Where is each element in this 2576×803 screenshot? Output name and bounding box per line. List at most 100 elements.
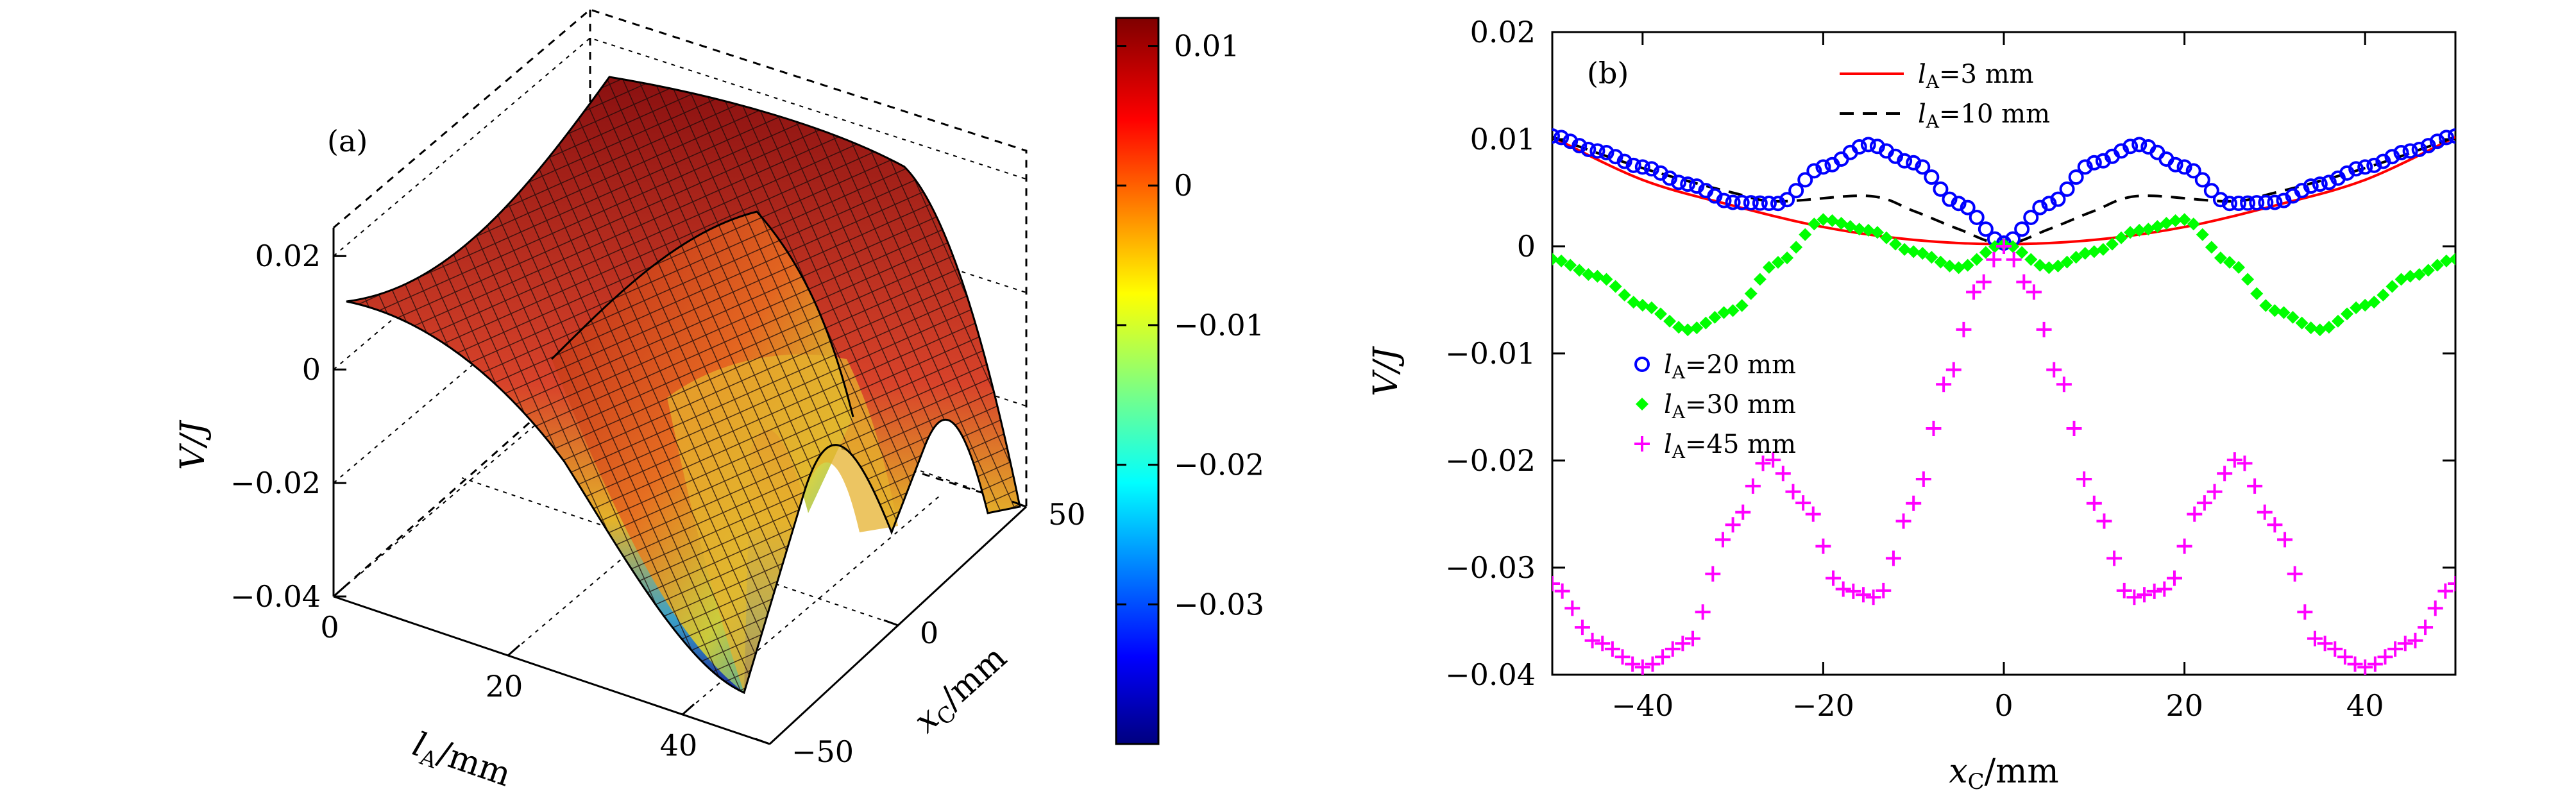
data-point — [2185, 163, 2201, 179]
x-tick-label: −40 — [1611, 688, 1674, 723]
x-tick-label: 0 — [1994, 688, 2013, 723]
data-point — [2321, 174, 2337, 190]
data-point — [2366, 157, 2382, 173]
data-point — [1755, 455, 1771, 471]
data-point — [1762, 260, 1775, 274]
data-point — [2042, 261, 2056, 275]
data-point — [2267, 517, 2283, 533]
legend-label: lA=45 mm — [1664, 430, 1796, 462]
data-point — [2313, 323, 2326, 337]
data-point — [1861, 223, 1875, 237]
legend-markers: lA=20 mm lA=30 mm lA=45 mm — [1634, 350, 1796, 462]
data-point — [1765, 452, 1781, 468]
data-point — [1554, 583, 1570, 599]
data-point — [1926, 420, 1942, 436]
data-point — [2377, 288, 2390, 301]
data-point — [2397, 636, 2413, 652]
legend-marker — [1634, 357, 1650, 372]
data-point — [1572, 138, 1588, 154]
legend-label: lA=20 mm — [1664, 350, 1796, 383]
data-point — [1636, 298, 1649, 312]
data-point — [1665, 641, 1681, 657]
panel-a-xlabel: lA/mm — [407, 725, 516, 799]
data-point — [1966, 284, 1982, 300]
data-point — [2006, 240, 2020, 253]
data-point — [2096, 513, 2112, 529]
data-point — [1690, 321, 1704, 335]
data-point — [1808, 217, 1821, 231]
data-point — [2357, 659, 2373, 675]
data-point — [2429, 133, 2445, 149]
data-point — [2341, 307, 2354, 321]
data-point — [2066, 420, 2082, 436]
data-point — [1634, 159, 1650, 175]
data-point — [2331, 314, 2344, 328]
data-point — [1788, 183, 1804, 199]
panel-b-y-tick-labels: 0.02 0.01 0 −0.01 −0.02 −0.03 −0.04 — [1445, 15, 1536, 692]
data-point — [2026, 284, 2042, 300]
data-point — [2259, 299, 2273, 312]
data-point — [1625, 656, 1641, 672]
x-tick-label: 40 — [2346, 688, 2384, 723]
colorbar-tick-label: −0.01 — [1174, 308, 1264, 342]
data-point — [2203, 183, 2219, 199]
la-tick-label: 40 — [660, 728, 698, 763]
data-point — [2307, 630, 2323, 647]
data-point — [2096, 242, 2110, 256]
panel-b-ylabel: V/J — [1367, 346, 1405, 396]
data-point — [1645, 656, 1661, 672]
data-point — [1785, 484, 1801, 500]
data-point — [1735, 504, 1751, 520]
panel-b-label: (b) — [1587, 56, 1629, 90]
data-point — [2060, 255, 2074, 269]
data-point — [2169, 214, 2182, 227]
data-point — [1895, 513, 1911, 529]
data-point — [1906, 495, 1922, 511]
data-point — [2287, 566, 2303, 582]
y-tick-label: 0.02 — [1470, 15, 1536, 49]
data-point — [2016, 274, 2032, 290]
v-tick-label: −0.02 — [230, 466, 321, 500]
data-point — [2116, 582, 2132, 598]
data-point — [1942, 191, 1958, 207]
data-point — [2295, 316, 2309, 330]
data-point — [1970, 253, 1983, 266]
data-point — [2123, 139, 2139, 155]
data-point — [2124, 226, 2137, 239]
data-point — [2167, 156, 2183, 173]
data-point — [2223, 256, 2236, 269]
data-point — [1806, 163, 1822, 179]
data-point — [1860, 137, 1876, 153]
data-point — [1936, 376, 1952, 393]
data-point — [2350, 301, 2363, 314]
data-point — [2347, 656, 2363, 672]
data-point — [2133, 223, 2146, 237]
data-point — [2076, 471, 2092, 487]
data-point — [1552, 253, 1559, 266]
data-point — [1956, 321, 1972, 337]
data-point — [1616, 153, 1632, 169]
data-point — [2146, 583, 2162, 599]
x-tick-label: 20 — [2165, 688, 2203, 723]
y-tick-label: −0.04 — [1445, 657, 1536, 692]
data-point — [1580, 141, 1597, 157]
series-2 — [1552, 128, 2455, 251]
panel-a-depth-label: xC/mm — [907, 638, 1017, 743]
colorbar-tick-label: −0.03 — [1174, 587, 1264, 621]
data-point — [2327, 641, 2343, 657]
data-point — [1960, 199, 1976, 216]
y-tick-label: −0.02 — [1445, 443, 1536, 478]
data-point — [1797, 172, 1813, 188]
data-point — [2041, 196, 2057, 212]
data-point — [1663, 314, 1677, 328]
data-point — [2267, 194, 2283, 210]
data-point — [1671, 174, 1687, 190]
data-point — [2448, 128, 2455, 144]
data-point — [1753, 273, 1767, 286]
data-point — [1835, 581, 1851, 597]
data-point — [1855, 587, 1871, 603]
data-point — [1795, 495, 1811, 511]
data-point — [1726, 304, 1740, 317]
data-point — [2086, 155, 2102, 171]
data-point — [1595, 636, 1611, 652]
